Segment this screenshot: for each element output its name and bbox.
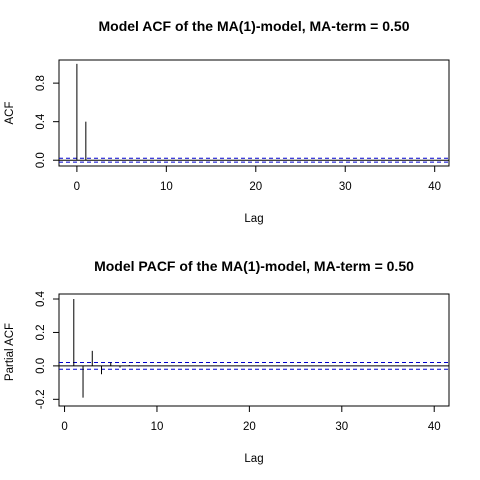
pacf-x-tick-label-10: 10: [151, 421, 164, 433]
pacf-y-tick-label-2: 0.2: [35, 324, 47, 340]
pacf-x-tick-label-30: 30: [335, 421, 348, 433]
pacf-y-tick-label-3: 0.4: [35, 290, 47, 307]
acf-x-tick-label-40: 40: [428, 181, 441, 193]
acf-x-axis-label: Lag: [244, 213, 263, 225]
pacf-x-tick-label-0: 0: [61, 421, 67, 433]
acf-y-tick-label-1: 0.4: [35, 113, 47, 130]
pacf-plot-frame: [58, 293, 450, 407]
pacf-y-axis-label: Partial ACF: [4, 323, 16, 381]
acf-y-axis-label: ACF: [4, 102, 16, 125]
acf-panel: Model ACF of the MA(1)-model, MA-term = …: [4, 18, 450, 225]
pacf-marks: 0 10 20 30 40 -0.2 0.0 0.2 0.4: [35, 290, 449, 433]
pacf-y-tick-label-1: 0.0: [35, 358, 47, 374]
acf-marks: 0 10 20 30 40 0.0 0.4 0.8: [35, 63, 449, 193]
pacf-y-tick-label-0: -0.2: [35, 389, 47, 409]
acf-x-tick-label-30: 30: [339, 181, 352, 193]
pacf-x-axis-label: Lag: [244, 453, 263, 465]
pacf-panel: Model PACF of the MA(1)-model, MA-term =…: [4, 258, 450, 465]
pacf-title: Model PACF of the MA(1)-model, MA-term =…: [94, 258, 414, 274]
acf-x-tick-label-10: 10: [160, 181, 173, 193]
acf-x-tick-label-0: 0: [74, 181, 80, 193]
acf-y-tick-label-0: 0.0: [35, 152, 47, 168]
acf-plot-frame: [58, 59, 450, 167]
acf-y-tick-label-2: 0.8: [35, 75, 47, 91]
acf-title: Model ACF of the MA(1)-model, MA-term = …: [98, 18, 409, 34]
acf-x-tick-label-20: 20: [249, 181, 262, 193]
pacf-x-tick-label-20: 20: [243, 421, 256, 433]
pacf-x-tick-label-40: 40: [428, 421, 441, 433]
